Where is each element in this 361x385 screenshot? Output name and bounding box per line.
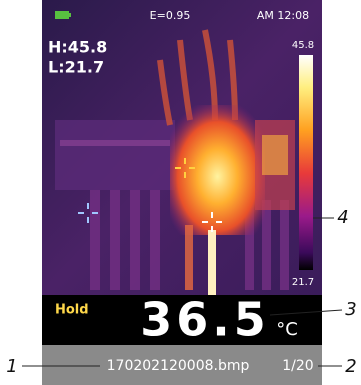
thermal-screenshot: E=0.95 AM 12:08 H:45.8 L:21.7 45.8 21.7 … xyxy=(0,0,361,385)
battery-tip xyxy=(69,13,71,17)
callout-1: 1 xyxy=(6,356,17,377)
emissivity: E=0.95 xyxy=(150,9,191,22)
scale-max: 45.8 xyxy=(292,40,314,51)
file-name: 170202120008.bmp xyxy=(107,358,250,374)
low-temp: L:21.7 xyxy=(48,58,104,77)
callout-2: 2 xyxy=(345,356,356,377)
clock: AM 12:08 xyxy=(257,9,309,22)
callout-4: 4 xyxy=(337,207,348,228)
color-scale xyxy=(299,55,313,270)
high-temp: H:45.8 xyxy=(48,38,107,57)
page: E=0.95 AM 12:08 H:45.8 L:21.7 45.8 21.7 … xyxy=(0,0,361,385)
file-index: 1/20 xyxy=(282,358,313,374)
callout-3: 3 xyxy=(345,299,356,320)
scale-min: 21.7 xyxy=(292,277,314,288)
hold-mode: Hold xyxy=(55,303,89,318)
battery-icon xyxy=(55,11,69,19)
temperature-unit: °C xyxy=(276,319,298,340)
spot-temperature: 36.5 xyxy=(140,293,270,347)
